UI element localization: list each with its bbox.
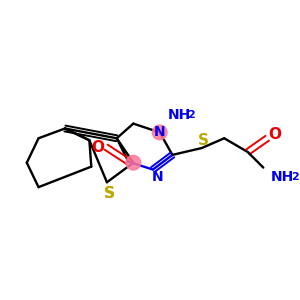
Text: O: O: [268, 127, 281, 142]
Circle shape: [126, 155, 141, 170]
Text: 2: 2: [187, 110, 195, 120]
Text: S: S: [103, 187, 114, 202]
Circle shape: [152, 125, 167, 140]
Text: NH: NH: [167, 108, 191, 122]
Text: S: S: [103, 187, 114, 202]
Text: NH: NH: [271, 170, 294, 184]
Text: O: O: [92, 140, 105, 154]
Text: S: S: [198, 133, 209, 148]
Text: N: N: [152, 170, 164, 184]
Text: 2: 2: [291, 172, 298, 182]
Text: N: N: [154, 125, 166, 140]
